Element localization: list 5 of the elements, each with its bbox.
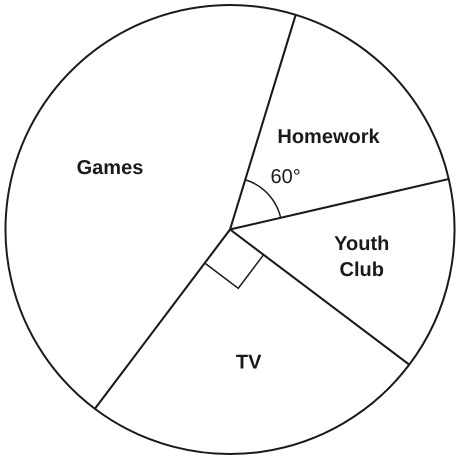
slice-label: TV [236,351,262,374]
slice-label: Homework [277,126,381,148]
text: 60° [270,166,301,188]
slice-label: Youth Club [334,233,390,282]
slice-label: Games [76,156,144,179]
